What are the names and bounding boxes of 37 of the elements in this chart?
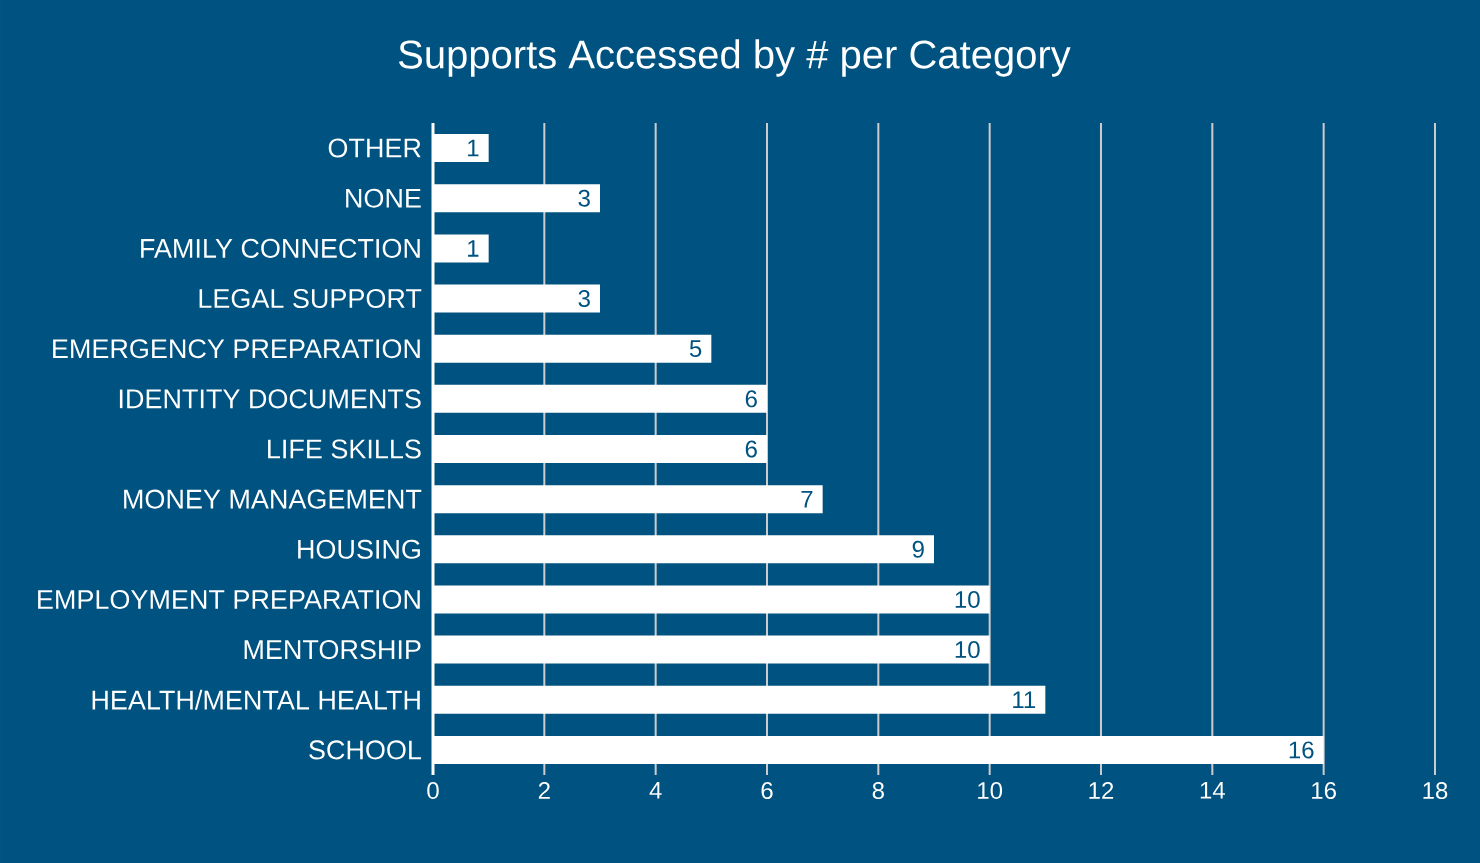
data-label: 9	[912, 540, 924, 558]
y-tick-label: LIFE SKILLS	[268, 439, 421, 459]
y-tick-label: HOUSING	[298, 539, 420, 559]
x-tick-label: 14	[1200, 782, 1225, 799]
data-label: 1	[468, 240, 479, 257]
y-tick-label: SCHOOL	[309, 740, 422, 760]
x-tick-label: 0	[427, 782, 439, 800]
chart-title: Supports Accessed by # per Category	[398, 39, 1071, 77]
x-tick-label: 8	[872, 782, 884, 800]
data-label: 10	[955, 641, 980, 659]
y-tick-label: EMERGENCY PREPARATION	[53, 339, 420, 359]
data-label: 10	[955, 590, 980, 608]
y-tick-label: MONEY MANAGEMENT	[124, 489, 422, 509]
y-tick-label: MENTORSHIP	[244, 640, 421, 660]
x-tick-label: 4	[649, 782, 662, 799]
data-label: 7	[801, 490, 813, 508]
data-label: 5	[689, 340, 702, 358]
y-tick-label: FAMILY CONNECTION	[141, 238, 420, 258]
y-tick-label: EMPLOYMENT PREPARATION	[38, 589, 420, 609]
x-tick-label: 12	[1089, 782, 1114, 799]
data-label: 16	[1289, 741, 1314, 759]
y-tick-label: OTHER	[328, 138, 421, 158]
x-tick-label: 6	[761, 782, 773, 800]
y-tick-label: IDENTITY DOCUMENTS	[119, 389, 421, 409]
data-label: 3	[578, 189, 590, 207]
x-tick-label: 2	[538, 782, 550, 799]
x-tick-label: 18	[1423, 782, 1448, 800]
y-tick-label: LEGAL SUPPORT	[199, 288, 422, 309]
data-label: 6	[745, 390, 757, 408]
data-label: 11	[1013, 691, 1036, 709]
x-tick-label: 16	[1312, 782, 1336, 800]
x-tick-label: 10	[978, 782, 1003, 800]
data-label: 3	[578, 290, 590, 308]
data-label: 1	[468, 139, 479, 157]
data-label: 6	[745, 440, 757, 458]
y-tick-label: NONE	[346, 188, 421, 208]
y-tick-label: HEALTH/MENTAL HEALTH	[92, 689, 420, 710]
